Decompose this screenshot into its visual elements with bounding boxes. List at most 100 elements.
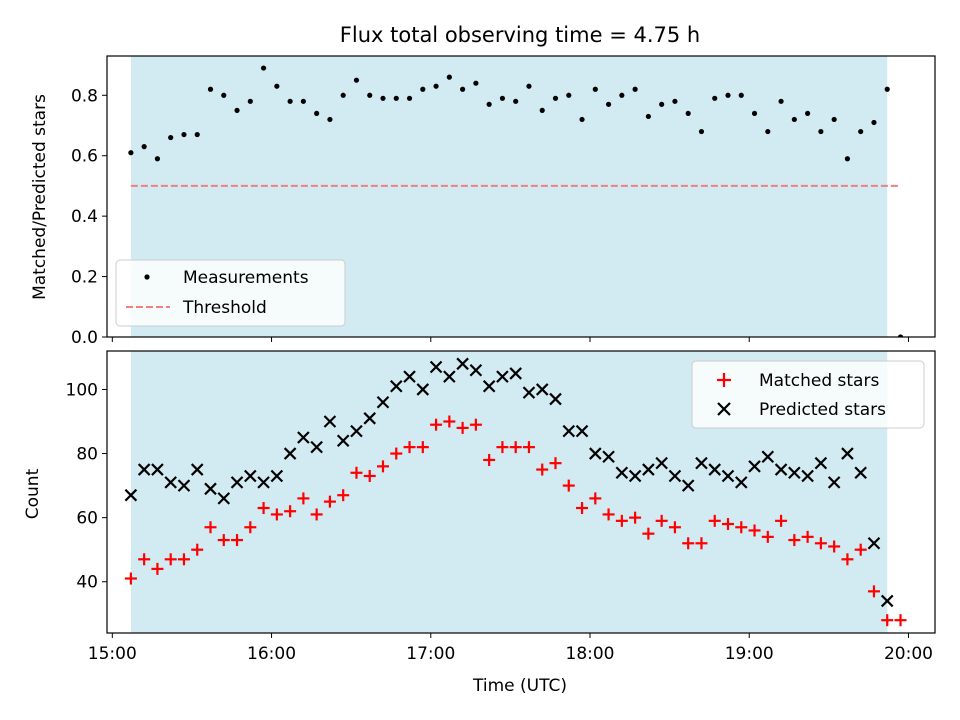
measurement-point (274, 83, 280, 89)
predicted-star-point (734, 476, 748, 489)
matched-star-point (257, 502, 270, 515)
predicted-star-point (496, 370, 509, 383)
predicted-star-point (323, 415, 337, 428)
measurement-point (247, 98, 253, 104)
measurement-point (221, 92, 227, 98)
predicted-star-point (774, 463, 788, 476)
predicted-star-point (482, 379, 496, 393)
predicted-star-point (283, 447, 297, 460)
measurement-point (818, 128, 824, 135)
y-tick-label: 0.0 (71, 328, 98, 348)
top-y-ticks: 0.0 0.2 0.4 0.6 0.8 (71, 86, 107, 348)
measurement-point (698, 128, 705, 135)
matched-star-point (177, 553, 190, 566)
matched-star-point (788, 534, 801, 547)
y-tick-label: 40 (76, 573, 98, 593)
measurement-point (128, 150, 134, 156)
predicted-star-point (416, 383, 430, 396)
top-panel-ratio: 0.00.20.40.60.8 Matched/Predicted stars … (30, 55, 936, 348)
predicted-star-point (827, 476, 841, 489)
y-tick-label: 0.8 (71, 86, 98, 106)
matched-star-point (682, 537, 695, 550)
x-tick-label: 16:00 (247, 644, 296, 664)
bottom-panel-counts: 40 60 80 100 15:00 16:00 17:00 18:00 19:00 20:00… (23, 350, 936, 696)
measurement-point (473, 80, 479, 86)
measurement-point (380, 95, 386, 101)
top-y-axis-label: Matched/Predicted stars (30, 94, 50, 300)
predicted-star-point (841, 447, 854, 460)
measurement-point (871, 119, 877, 126)
top-legend: Measurements Threshold (115, 259, 346, 327)
measurement-point (499, 95, 506, 101)
ratio-marks (128, 65, 904, 337)
matched-star-point (828, 540, 841, 553)
measurement-point (791, 116, 797, 123)
matched-star-point (456, 421, 469, 434)
measurement-point (566, 92, 572, 98)
matched-star-point (602, 508, 615, 521)
matched-star-point (854, 543, 867, 556)
measurement-point (778, 98, 784, 104)
measurement-point (579, 116, 585, 123)
predicted-star-point (788, 466, 801, 480)
matched-star-point (841, 553, 854, 566)
predicted-star-point (535, 383, 549, 396)
predicted-star-point (761, 450, 775, 464)
matched-star-point (403, 441, 416, 454)
predicted-star-point (429, 360, 443, 374)
matched-star-point (443, 415, 456, 428)
matched-star-point (469, 418, 482, 431)
predicted-star-point (469, 363, 483, 377)
predicted-star-point (801, 469, 814, 483)
predicted-star-point (549, 392, 562, 406)
bottom-y-ticks: 40 60 80 100 (66, 380, 107, 593)
measurement-point (858, 128, 864, 135)
predicted-star-point (376, 395, 390, 409)
measurement-point (314, 110, 320, 117)
matched-star-point (164, 553, 177, 566)
predicted-star-point (270, 469, 284, 483)
predicted-star-point (363, 412, 377, 425)
matched-star-point (483, 453, 496, 466)
predicted-star-point (748, 460, 761, 473)
measurement-point (393, 95, 399, 101)
predicted-star-point (589, 447, 602, 460)
matched-star-point (615, 514, 628, 527)
count-marks (124, 357, 907, 627)
chart-title: Flux total observing time = 4.75 h (340, 23, 700, 47)
matched-star-point (204, 521, 217, 534)
matched-star-point (576, 502, 589, 515)
top-axes-frame (106, 55, 936, 338)
matched-star-point (629, 511, 642, 524)
measurement-point (645, 113, 651, 120)
matched-star-point (522, 441, 535, 454)
measurement-point (632, 86, 638, 92)
measurement-point (207, 86, 214, 92)
predicted-star-point (880, 594, 894, 608)
matched-star-point (390, 447, 403, 460)
matched-star-point (310, 508, 323, 521)
measurement-point (659, 101, 665, 107)
y-tick-label: 60 (76, 509, 98, 529)
matched-star-point (801, 530, 814, 543)
matched-star-point (509, 441, 522, 454)
matched-star-point (217, 534, 230, 547)
predicted-star-point (230, 476, 244, 489)
y-tick-label: 100 (66, 380, 98, 400)
measurement-point (725, 92, 731, 98)
top-x-ticks (111, 337, 909, 342)
measurement-point (194, 131, 200, 138)
matched-star-point (642, 527, 655, 540)
predicted-star-point (190, 463, 204, 476)
measurement-point (486, 101, 492, 107)
legend-label-predicted-stars: Predicted stars (759, 400, 886, 420)
predicted-star-point (204, 482, 217, 496)
matched-star-point (722, 518, 734, 531)
measurement-point (805, 110, 811, 117)
measurement-point (154, 156, 161, 162)
legend-marker-measurements (144, 274, 150, 280)
measurement-point (446, 74, 452, 80)
predicted-star-point (721, 469, 735, 483)
measurement-point (181, 131, 187, 138)
measurement-point (287, 98, 293, 104)
